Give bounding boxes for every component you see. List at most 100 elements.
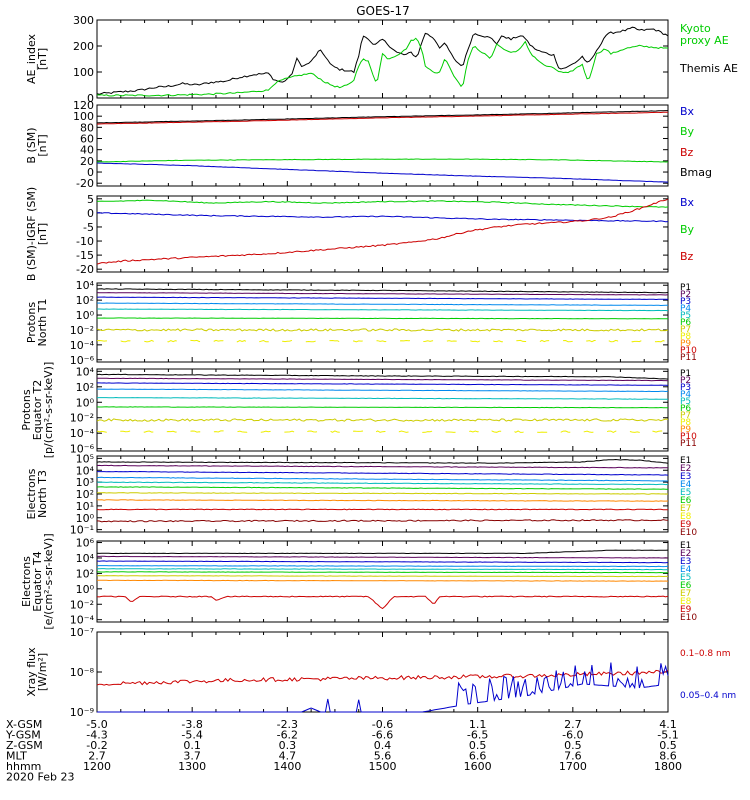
legend-entry: E9 [680, 520, 692, 530]
panel-bigrf: -20-15-10-505 B (SM)-IGRF (SM)[nT] Bx By Bz [25, 187, 695, 281]
y-tick-label: 10¹ [76, 500, 94, 513]
x-row-value: 1200 [83, 760, 111, 773]
y-tick-label: -10 [76, 235, 94, 248]
legend-entry: P10 [680, 432, 697, 442]
series-line-p4 [97, 388, 669, 393]
y-tick-label: 10⁻⁸ [70, 666, 95, 679]
y-axis-label: [nT] [36, 134, 49, 156]
x-row-value: 6.6 [469, 750, 487, 763]
series-line-bz [96, 198, 669, 265]
legend-entry: P1 [680, 369, 691, 379]
y-tick-label: 10⁵ [76, 452, 94, 465]
x-axis: X-GSM -5.0 -3.8 -2.3 -0.6 1.1 2.7 4.1Y-GSM -4.3-… [5, 718, 682, 784]
y-tick-label: 10³ [76, 476, 94, 489]
x-row-value: 0.3 [279, 739, 297, 752]
series-line-e10 [96, 519, 669, 523]
y-tick-label: 10⁻⁴ [70, 427, 95, 440]
legend-entry: P11 [680, 439, 697, 449]
x-row-value: 0.5 [564, 739, 582, 752]
x-row-value: 0.4 [374, 739, 392, 752]
x-row-value: 0.5 [659, 739, 677, 752]
legend-entry: 0.05–0.4 nm [680, 691, 736, 701]
legend-entry: Bz [680, 250, 694, 263]
y-tick-label: 20 [80, 155, 94, 168]
x-row-value: -0.6 [372, 718, 393, 731]
y-axis-label: B (SM)-IGRF (SM) [25, 187, 38, 281]
series-line-by [96, 158, 669, 163]
y-tick-label: 100 [73, 66, 94, 79]
x-row-value: -5.0 [86, 718, 107, 731]
series-line-e9 [96, 595, 669, 610]
y-tick-label: 10⁻¹ [70, 524, 94, 537]
y-tick-label: 10² [76, 381, 94, 394]
legend-entry: Bx [680, 196, 695, 209]
y-tick-label: 10⁻⁴ [70, 339, 95, 352]
y-tick-label: 10⁰ [76, 309, 95, 322]
series-line-e6 [96, 486, 669, 490]
series-line-p7 [96, 328, 669, 332]
series-line-p4 [96, 302, 668, 307]
legend-entry: P7 [680, 325, 691, 335]
series-line-bx [96, 212, 669, 223]
legend-entry: By [680, 125, 695, 138]
y-axis-label: Equator T2 [31, 380, 44, 440]
x-row-value: 1800 [654, 760, 682, 773]
legend-entry: Themis AE [679, 62, 738, 75]
y-tick-label: 10² [76, 488, 94, 501]
x-row-value: -2.3 [277, 718, 298, 731]
series-line-e5 [97, 568, 669, 571]
y-tick-label: 0 [87, 207, 94, 220]
y-axis-label: [p/(cm²-s-sr-keV)] [42, 362, 55, 459]
legend-entry: By [680, 223, 695, 236]
chart-title: GOES-17 [356, 4, 410, 18]
legend-entry: P9 [680, 339, 691, 349]
x-row-value: -0.2 [86, 739, 107, 752]
y-tick-label: 10⁻⁶ [70, 354, 95, 367]
series-line-0-1-0-8-nm [96, 669, 669, 686]
series-line-e1 [96, 458, 669, 464]
series-line-p3 [97, 382, 669, 386]
series-line-e5 [96, 481, 669, 486]
y-axis-label: Protons [25, 302, 38, 343]
x-row-value: -6.6 [372, 729, 393, 742]
x-row-value: 7.6 [564, 750, 582, 763]
x-row-value: -3.8 [181, 718, 202, 731]
series-line-e6 [96, 571, 669, 574]
series-line-p8 [96, 430, 669, 433]
legend-entry: P9 [680, 425, 691, 435]
legend-entry: P3 [680, 383, 691, 393]
x-row-value: 0.5 [469, 739, 487, 752]
panel-frame [96, 19, 669, 99]
y-tick-label: 10⁻⁴ [70, 614, 95, 627]
series-line-p1 [96, 373, 669, 380]
legend-entry: P6 [680, 318, 691, 328]
series-line-e4 [96, 565, 669, 568]
series-line-p6 [96, 406, 668, 409]
series-line-p7 [96, 418, 669, 422]
y-axis-label: [nT] [36, 223, 49, 245]
y-tick-label: 10² [76, 567, 94, 580]
series-line-e1 [96, 549, 669, 555]
y-tick-label: 10² [76, 294, 94, 307]
x-row-value: -6.0 [562, 729, 583, 742]
legend-entry: P5 [680, 311, 691, 321]
y-tick-label: -5 [83, 221, 94, 234]
legend-entry: E4 [680, 565, 692, 575]
x-row-value: 1700 [559, 760, 587, 773]
y-axis-label: B (SM) [25, 127, 38, 163]
legend-entry: proxy AE [680, 34, 729, 47]
series-line-e2 [96, 464, 669, 469]
legend-entry: P8 [680, 418, 691, 428]
series-line-by [96, 199, 669, 208]
series-line-p5 [97, 308, 669, 312]
y-tick-label: 120 [73, 99, 94, 112]
y-tick-label: 10⁻² [70, 412, 94, 425]
legend-entry: 0.1–0.8 nm [680, 649, 730, 659]
y-tick-label: 10⁴ [76, 365, 95, 378]
x-row-label: Z-GSM [6, 739, 43, 752]
legend-entry: P2 [680, 376, 691, 386]
